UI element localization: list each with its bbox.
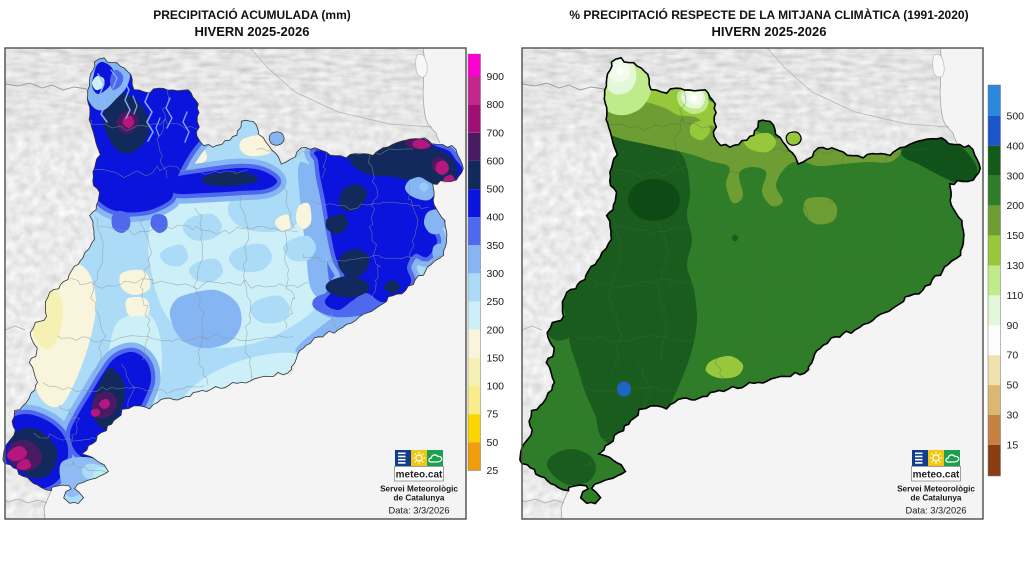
- svg-text:400: 400: [487, 212, 505, 224]
- svg-text:Data: 3/3/2026: Data: 3/3/2026: [389, 506, 450, 516]
- svg-text:Data: 3/3/2026: Data: 3/3/2026: [906, 506, 967, 516]
- svg-text:600: 600: [487, 155, 505, 167]
- svg-text:Servei Meteorològic: Servei Meteorològic: [897, 485, 975, 494]
- svg-text:200: 200: [487, 324, 505, 336]
- svg-text:75: 75: [487, 409, 499, 421]
- svg-text:300: 300: [487, 268, 505, 280]
- svg-text:30: 30: [1007, 410, 1019, 422]
- svg-text:300: 300: [1007, 170, 1024, 182]
- svg-text:HIVERN 2025-2026: HIVERN 2025-2026: [195, 24, 310, 39]
- svg-text:150: 150: [1007, 230, 1024, 242]
- svg-text:700: 700: [487, 127, 505, 139]
- svg-text:de Catalunya: de Catalunya: [911, 494, 962, 503]
- svg-text:de Catalunya: de Catalunya: [394, 494, 445, 503]
- svg-text:500: 500: [487, 184, 505, 196]
- svg-text:110: 110: [1007, 290, 1024, 302]
- svg-text:% PRECIPITACIÓ RESPECTE DE LA: % PRECIPITACIÓ RESPECTE DE LA MITJANA CL…: [569, 7, 968, 22]
- svg-text:25: 25: [487, 465, 499, 477]
- svg-text:90: 90: [1007, 320, 1019, 332]
- svg-text:50: 50: [1007, 380, 1019, 392]
- svg-text:900: 900: [487, 71, 505, 83]
- svg-text:HIVERN 2025-2026: HIVERN 2025-2026: [712, 24, 827, 39]
- svg-text:350: 350: [487, 240, 505, 252]
- svg-text:15: 15: [1007, 439, 1019, 451]
- svg-text:PRECIPITACIÓ ACUMULADA (mm): PRECIPITACIÓ ACUMULADA (mm): [153, 7, 351, 22]
- svg-text:150: 150: [487, 352, 505, 364]
- svg-text:50: 50: [487, 437, 499, 449]
- svg-text:250: 250: [487, 296, 505, 308]
- svg-text:meteo.cat: meteo.cat: [396, 469, 443, 480]
- svg-text:800: 800: [487, 99, 505, 111]
- svg-text:Servei Meteorològic: Servei Meteorològic: [380, 485, 458, 494]
- svg-text:500: 500: [1007, 111, 1024, 123]
- svg-text:130: 130: [1007, 260, 1024, 272]
- svg-text:200: 200: [1007, 200, 1024, 212]
- svg-text:70: 70: [1007, 350, 1019, 362]
- svg-text:100: 100: [487, 381, 505, 393]
- svg-text:400: 400: [1007, 140, 1024, 152]
- svg-text:meteo.cat: meteo.cat: [913, 469, 960, 480]
